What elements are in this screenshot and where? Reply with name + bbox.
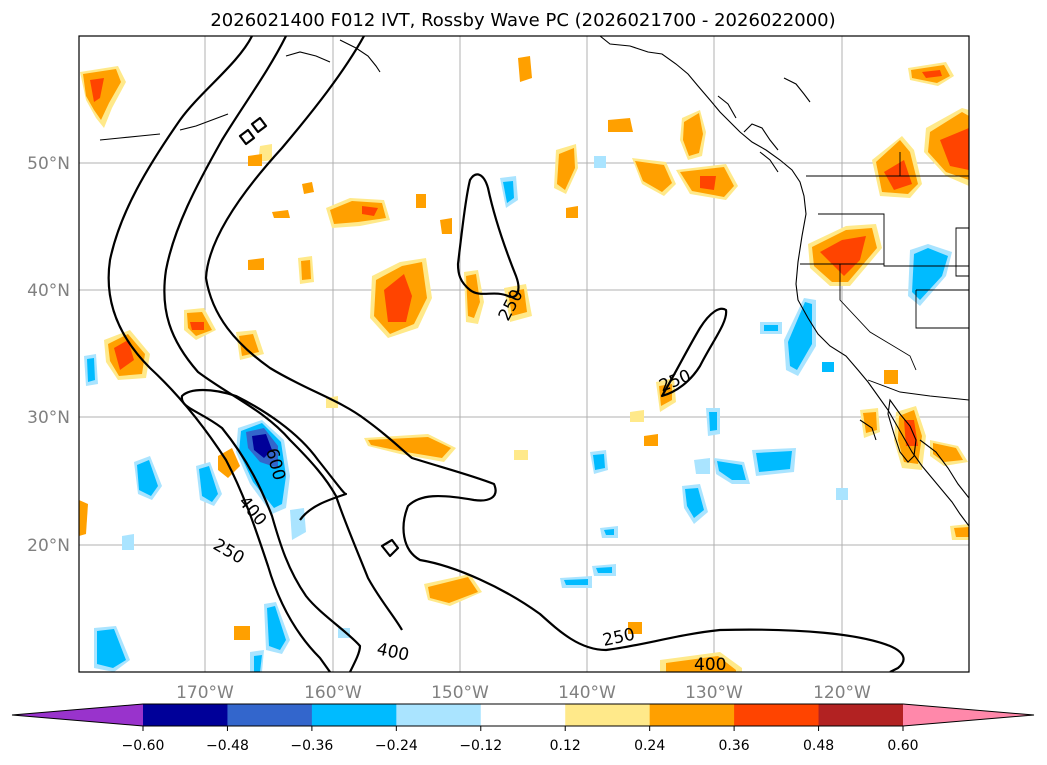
- colorbar-segment: [565, 704, 651, 726]
- colorbar-tick-label: 0.24: [634, 738, 665, 754]
- colorbar-segment: [143, 704, 228, 726]
- contour-label-400-c: 400: [694, 655, 726, 675]
- lat-label-20n: 20°N: [27, 536, 70, 556]
- colorbar-segment: [734, 704, 820, 726]
- colorbar-segment: [480, 704, 566, 726]
- colorbar-segment: [311, 704, 397, 726]
- coastlines: [99, 36, 969, 527]
- colorbar-tick-label: −0.60: [122, 738, 165, 754]
- positive-anomalies: [79, 56, 969, 672]
- colorbar-segment: [818, 704, 904, 726]
- colorbar-segment: [396, 704, 482, 726]
- lon-label-140w: 140°W: [558, 683, 616, 703]
- colorbar-extend-high: [903, 704, 1034, 726]
- latitude-labels: 50°N 40°N 30°N 20°N: [27, 154, 70, 556]
- lon-label-170w: 170°W: [176, 683, 234, 703]
- colorbar-tick-label: −0.48: [206, 738, 249, 754]
- ivt-contours: [107, 36, 905, 672]
- lat-label-40n: 40°N: [27, 281, 70, 301]
- lat-label-50n: 50°N: [27, 154, 70, 174]
- longitude-labels: 170°W 160°W 150°W 140°W 130°W 120°W: [176, 683, 871, 703]
- colorbar-tick-label: 0.12: [550, 738, 581, 754]
- negative-anomalies: [84, 156, 952, 672]
- colorbar-tick-label: 0.48: [803, 738, 834, 754]
- colorbar-tick-label: −0.36: [290, 738, 333, 754]
- figure-title: 2026021400 F012 IVT, Rossby Wave PC (202…: [210, 10, 835, 31]
- colorbar-tick-label: −0.24: [375, 738, 418, 754]
- map-background: [79, 36, 969, 672]
- colorbar-tick-label: 0.60: [887, 738, 918, 754]
- lon-label-150w: 150°W: [431, 683, 489, 703]
- map-frame: [78, 35, 970, 673]
- lon-label-160w: 160°W: [304, 683, 362, 703]
- colorbar: −0.60 −0.48 −0.36 −0.24 −0.12 0.12 0.24 0.36 0.4…: [11, 703, 1035, 754]
- borders: [800, 152, 969, 401]
- colorbar-tick-label: −0.12: [459, 738, 502, 754]
- colorbar-tick-label: 0.36: [719, 738, 750, 754]
- colorbar-segment: [227, 704, 313, 726]
- lon-label-130w: 130°W: [685, 683, 743, 703]
- colorbar-extend-low: [12, 704, 143, 726]
- lon-label-120w: 120°W: [813, 683, 871, 703]
- map-content: 250 250 250 250 400 400 400 600: [79, 36, 969, 675]
- lat-label-30n: 30°N: [27, 408, 70, 428]
- colorbar-segment: [649, 704, 735, 726]
